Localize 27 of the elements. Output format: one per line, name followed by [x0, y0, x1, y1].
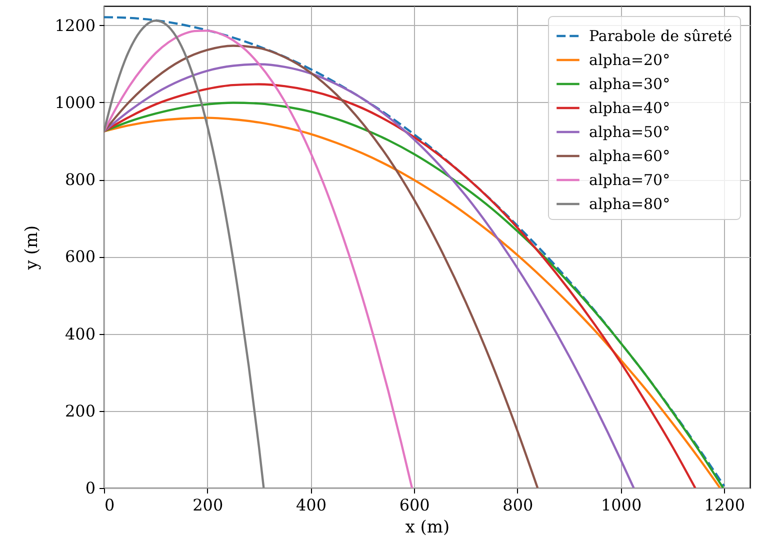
legend-label: alpha=60°: [589, 147, 670, 165]
legend-label: alpha=50°: [589, 123, 670, 141]
x-axis-title: x (m): [405, 518, 450, 538]
legend-label: Parabole de sûreté: [589, 27, 732, 45]
line-series: [104, 44, 539, 488]
y-tick-label: 600: [64, 247, 96, 266]
x-tick-label: 1200: [704, 496, 746, 514]
line-series: [104, 30, 414, 488]
legend-label: alpha=30°: [589, 75, 670, 93]
x-tick-label: 600: [399, 496, 430, 514]
y-tick-label: 0: [85, 478, 96, 498]
legend-label: alpha=80°: [589, 195, 670, 213]
line-series: [104, 20, 265, 488]
legend-label: alpha=20°: [589, 51, 670, 69]
x-tick-label: 0: [104, 496, 115, 514]
y-tick-label: 800: [64, 170, 96, 190]
legend-label: alpha=40°: [589, 99, 670, 117]
y-tick-label: 400: [64, 324, 96, 344]
x-tick-label: 800: [502, 496, 534, 514]
x-tick-label: 1000: [600, 496, 642, 514]
x-tick-label: 200: [192, 496, 224, 514]
y-tick-label: 200: [64, 401, 96, 420]
legend-label: alpha=70°: [589, 171, 670, 189]
y-axis-title: y (m): [22, 225, 42, 271]
y-tick-label: 1000: [54, 92, 96, 112]
x-tick-label: 400: [296, 496, 326, 514]
y-tick-label: 1200: [54, 16, 96, 35]
